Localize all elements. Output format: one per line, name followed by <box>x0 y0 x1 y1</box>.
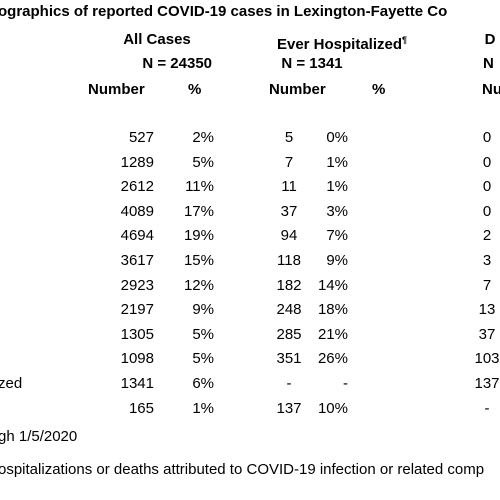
cell: 12% <box>183 276 214 294</box>
cell: 14% <box>317 276 348 294</box>
group-n: N = 24350 <box>142 55 212 72</box>
cell: 1341 <box>120 375 154 392</box>
cell: 1% <box>326 153 348 171</box>
cell: 351 <box>276 350 302 368</box>
column-header: % <box>188 81 202 98</box>
cell: 13 <box>478 301 496 319</box>
cell: 11% <box>185 178 214 196</box>
cell: 37 <box>280 202 298 220</box>
cell: 1098 <box>120 350 154 368</box>
cell: 118 <box>277 252 301 269</box>
cell: 5% <box>192 325 214 343</box>
cell: 137 <box>474 375 500 392</box>
cell: 6% <box>192 375 214 392</box>
group-header: All Cases <box>123 31 191 48</box>
cell: 2612 <box>120 178 154 196</box>
cell: 0 <box>482 129 492 146</box>
cell: 2923 <box>120 276 154 294</box>
cell: 3% <box>326 202 348 220</box>
footnote-mark: ¶ <box>402 35 408 45</box>
cell: 26% <box>317 350 348 368</box>
cell: 137 <box>276 399 302 417</box>
cell: 1% <box>192 399 214 417</box>
group-n: N = 1341 <box>281 55 343 72</box>
column-header: % <box>372 81 386 98</box>
cell: 7 <box>284 153 294 171</box>
cell: 11 <box>281 178 297 196</box>
group-header: Ever Hospitalized¶ <box>276 35 408 53</box>
footnote: gh 1/5/2020 <box>0 428 78 445</box>
cell: 248 <box>276 301 302 319</box>
cell: 3 <box>482 252 492 269</box>
cell: 2197 <box>120 301 154 319</box>
cell: 94 <box>280 227 298 245</box>
column-header: Number <box>269 81 326 98</box>
cell: 37 <box>478 325 496 343</box>
cell: 5 <box>284 129 294 146</box>
cell: - <box>286 375 292 392</box>
row-label: zed <box>0 375 23 392</box>
cell: - <box>484 399 490 417</box>
cell: 9% <box>326 252 348 269</box>
column-header: Numb <box>482 81 500 98</box>
cell: 0 <box>482 178 492 196</box>
cell: 15% <box>183 252 214 269</box>
cell: 0 <box>482 202 492 220</box>
cell: 5% <box>192 153 214 171</box>
group-header: D <box>484 31 496 48</box>
cell: 1289 <box>120 153 154 171</box>
cell: 19% <box>183 227 214 245</box>
cell: 5% <box>192 350 214 368</box>
cell: 21% <box>317 325 348 343</box>
cell: 103 <box>474 350 500 368</box>
cell: 527 <box>128 129 154 146</box>
cell: 7 <box>482 276 492 294</box>
cell: 285 <box>276 325 302 343</box>
cell: 2% <box>192 129 214 146</box>
group-n: N <box>483 55 494 72</box>
cell: 0% <box>326 129 348 146</box>
cell: 9% <box>192 301 214 319</box>
cell: 18% <box>317 301 348 319</box>
cell: 1% <box>326 178 348 196</box>
cell: 182 <box>276 276 302 294</box>
footnote: ospitalizations or deaths attributed to … <box>0 461 485 478</box>
cell: 165 <box>128 399 154 417</box>
cell: 17% <box>183 202 214 220</box>
cell: 1305 <box>120 325 154 343</box>
cell: 4089 <box>120 202 154 220</box>
column-header: Number <box>88 81 145 98</box>
cell: 3617 <box>120 252 154 269</box>
table-title: ographics of reported COVID-19 cases in … <box>0 3 448 20</box>
cell: 10% <box>317 399 348 417</box>
cell: - <box>343 375 348 392</box>
cell: 4694 <box>120 227 154 245</box>
cell: 0 <box>482 153 492 171</box>
cell: 2 <box>482 227 492 245</box>
cell: 7% <box>326 227 348 245</box>
